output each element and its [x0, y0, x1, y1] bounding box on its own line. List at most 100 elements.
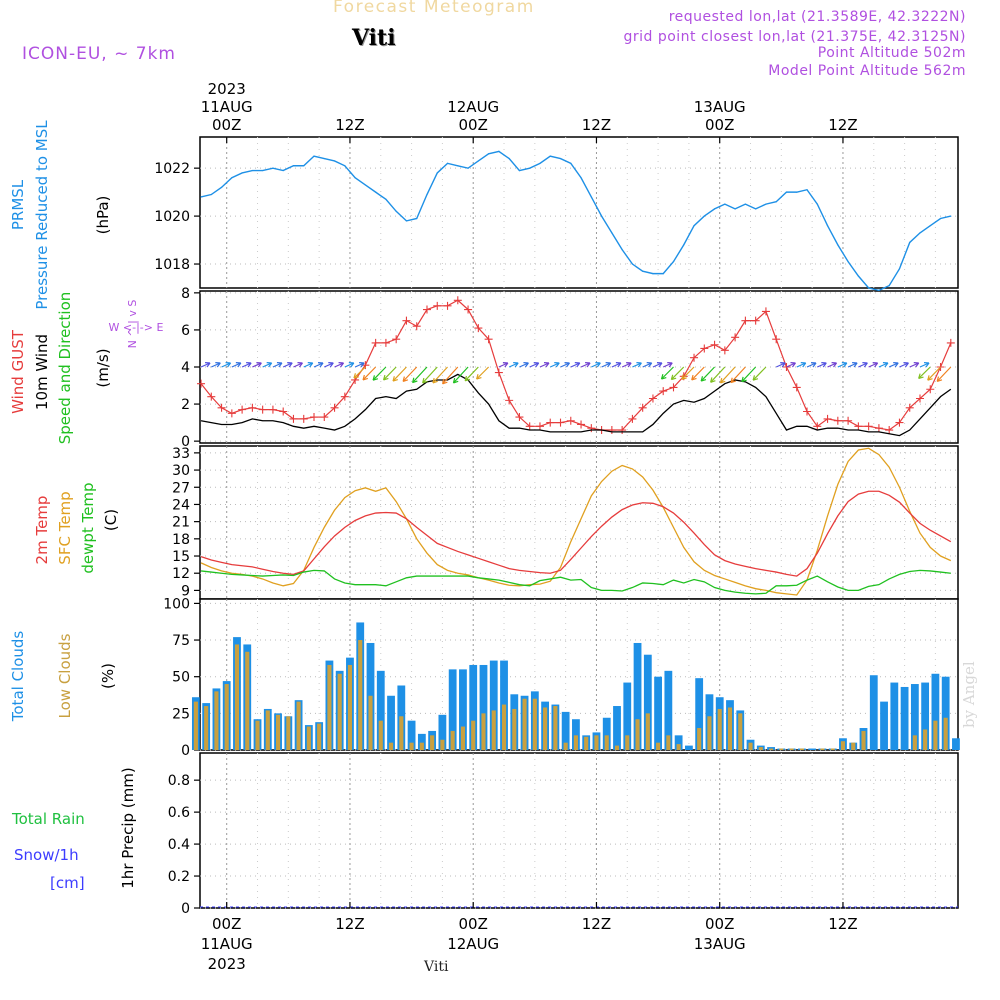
marker-gust: [299, 414, 308, 423]
marker-gust: [731, 333, 740, 342]
bar-total-clouds: [931, 673, 940, 750]
ytick-label-temp: 12: [172, 566, 190, 582]
bar-low-clouds: [224, 684, 229, 750]
wind-arrow: [383, 366, 397, 381]
point-prmsl: [549, 155, 551, 157]
point-prmsl: [210, 193, 212, 196]
bar-low-clouds: [306, 726, 311, 750]
ytick-label-temp: 18: [172, 532, 190, 548]
bar-total-clouds: [654, 676, 662, 750]
point-prmsl: [662, 273, 664, 275]
wind-arrowhead: [246, 361, 252, 368]
bar-total-clouds: [890, 682, 899, 750]
bar-low-clouds: [697, 728, 702, 750]
wind-arrowhead: [256, 361, 262, 368]
bar-low-clouds: [933, 720, 938, 750]
wind-arrow: [730, 366, 746, 384]
wind-arrow: [909, 362, 919, 368]
bar-low-clouds: [645, 713, 650, 750]
wind-arrow: [796, 362, 806, 368]
marker-gust: [402, 316, 411, 325]
bar-total-clouds: [572, 719, 580, 750]
wind-arrowhead: [442, 378, 448, 385]
marker-gust: [751, 316, 760, 325]
marker-gust: [823, 414, 832, 423]
bar-low-clouds: [656, 742, 661, 750]
point-prmsl: [939, 217, 942, 220]
wind-arrowhead: [800, 361, 807, 368]
wind-arrowhead: [533, 361, 540, 368]
marker-gust: [648, 394, 657, 403]
wind-arrow: [549, 362, 560, 368]
bar-low-clouds: [635, 719, 640, 750]
top-time-label: 12AUG: [447, 98, 499, 116]
bottom-time-label: 2023: [208, 955, 246, 973]
marker-gust: [813, 422, 822, 431]
marker-gust: [946, 338, 955, 347]
wind-arrowhead: [700, 376, 707, 382]
bar-total-clouds: [602, 717, 611, 750]
label-total-clouds: Total Clouds: [9, 631, 27, 723]
bar-low-clouds: [923, 729, 928, 750]
wind-arrow: [919, 362, 930, 368]
bar-total-clouds: [767, 747, 775, 750]
marker-gust: [268, 405, 277, 414]
marker-gust: [279, 407, 288, 416]
marker-gust: [700, 344, 709, 353]
point-prmsl: [467, 167, 469, 169]
point-prmsl: [241, 172, 243, 174]
point-prmsl: [498, 150, 500, 152]
point-prmsl: [888, 285, 890, 287]
bottom-time-label: 12Z: [335, 915, 364, 933]
point-prmsl: [950, 215, 952, 217]
wind-arrow: [344, 362, 355, 368]
wind-arrowhead: [392, 376, 398, 382]
point-altitude: Point Altitude 502m: [817, 45, 966, 61]
marker-gust: [690, 353, 699, 362]
marker-gust: [392, 335, 401, 344]
marker-gust: [854, 422, 863, 431]
bar-low-clouds: [727, 707, 733, 750]
bar-low-clouds: [573, 735, 578, 750]
point-prmsl: [262, 169, 264, 172]
bar-low-clouds: [286, 716, 291, 750]
point-prmsl: [529, 167, 531, 169]
marker-gust: [782, 363, 791, 371]
point-prmsl: [385, 198, 387, 200]
bar-low-clouds: [594, 735, 599, 750]
bar-total-clouds: [438, 714, 447, 750]
wind-arrow: [710, 366, 726, 383]
bar-low-clouds: [491, 710, 496, 750]
model-altitude: Model Point Altitude 562m: [768, 63, 966, 79]
wind-arrow: [878, 362, 889, 368]
bar-total-clouds: [376, 670, 385, 750]
wind-arrowhead: [317, 361, 324, 368]
marker-gust: [217, 403, 226, 412]
bar-low-clouds: [830, 748, 835, 750]
bar-low-clouds: [604, 735, 609, 750]
wind-arrow: [652, 362, 663, 368]
label-10m-wind: 10m Wind: [33, 334, 51, 410]
bar-total-clouds: [479, 664, 488, 750]
bar-low-clouds: [378, 720, 383, 750]
bar-low-clouds: [368, 695, 373, 750]
bar-total-clouds: [417, 733, 426, 750]
wind-arrow: [752, 366, 767, 381]
wind-arrowhead: [821, 361, 827, 368]
wind-arrowhead: [626, 361, 632, 368]
marker-gust: [330, 403, 339, 412]
point-prmsl: [518, 169, 521, 172]
wind-arrow: [601, 362, 611, 368]
marker-gust: [915, 394, 924, 403]
wind-arrow: [392, 366, 407, 382]
wind-arrowhead: [852, 361, 858, 368]
wind-arrow: [432, 366, 448, 384]
wind-arrowhead: [523, 361, 529, 368]
bar-low-clouds: [522, 698, 527, 750]
wind-arrowhead: [656, 361, 663, 368]
marker-gust: [238, 405, 247, 414]
point-prmsl: [539, 162, 541, 164]
bar-total-clouds: [633, 642, 642, 750]
bar-low-clouds: [337, 673, 342, 750]
ytick-label-temp: 24: [172, 497, 190, 513]
